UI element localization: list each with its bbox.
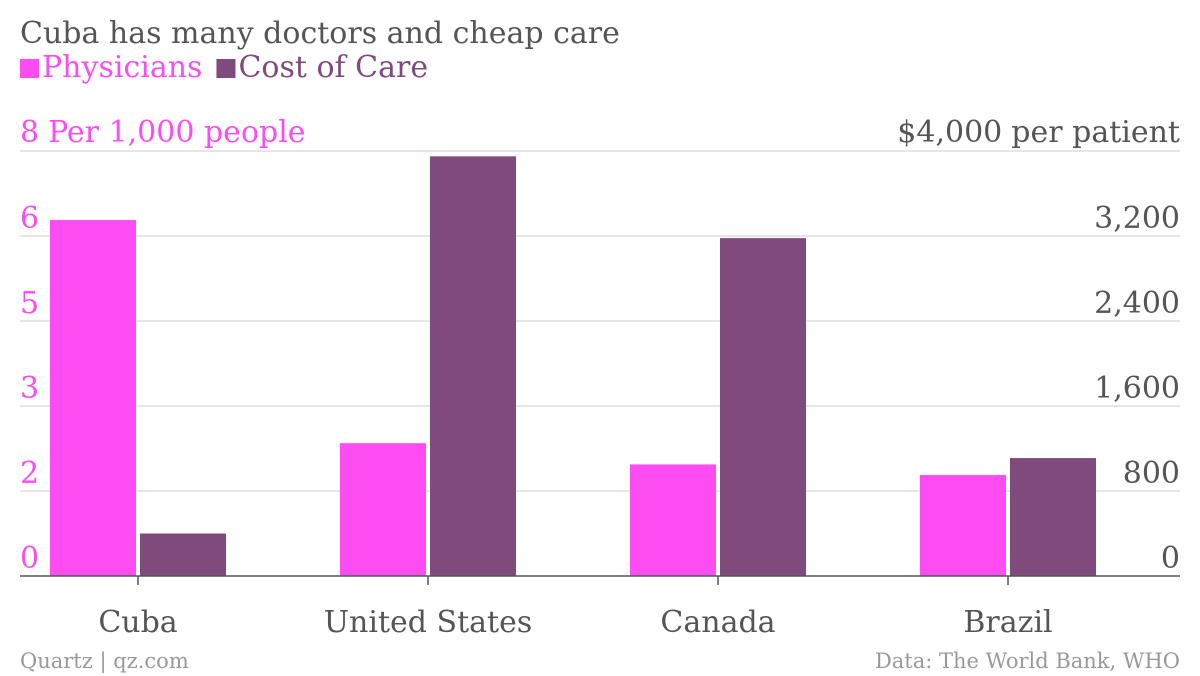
right-tick-label: $4,000: [897, 115, 1002, 150]
bar-cost-of-care: [1010, 458, 1096, 576]
right-tick-label: 1,600: [1094, 371, 1180, 406]
legend-label-1: Cost of Care: [238, 50, 428, 85]
chart-title: Cuba has many doctors and cheap care: [20, 16, 620, 51]
category-label: Cuba: [98, 605, 177, 640]
legend-swatch-0: [20, 59, 39, 78]
left-tick-label: 3: [20, 371, 39, 406]
right-tick-label: 2,400: [1094, 286, 1180, 321]
left-axis: 0 2 3 5 6 8 Per 1,000 people: [20, 115, 306, 576]
right-tick-label: 3,200: [1094, 201, 1180, 236]
legend: Physicians Cost of Care: [20, 50, 428, 85]
category-label: Canada: [660, 605, 775, 640]
legend-label-0: Physicians: [42, 50, 202, 85]
left-tick-label: 8: [20, 115, 39, 150]
right-tick-label: 800: [1123, 456, 1180, 491]
right-axis: per patient 0 800 1,600 2,400 3,200 $4,000: [897, 115, 1180, 576]
left-tick-label: 2: [20, 456, 39, 491]
category-label: United States: [324, 605, 532, 640]
bar-physicians: [340, 443, 426, 576]
gridlines: [20, 150, 1180, 492]
bar-cost-of-care: [140, 533, 226, 576]
bar-physicians: [50, 220, 136, 576]
right-axis-unit: per patient: [1011, 115, 1180, 150]
left-axis-unit: Per 1,000 people: [48, 115, 305, 150]
bars: [50, 156, 1096, 576]
source-credit: Quartz | qz.com: [20, 649, 189, 674]
left-tick-label: 5: [20, 286, 39, 321]
legend-swatch-1: [216, 59, 236, 78]
bar-cost-of-care: [720, 238, 806, 576]
category-label: Brazil: [963, 605, 1052, 640]
left-tick-label: 6: [20, 201, 39, 236]
right-tick-label: 0: [1161, 541, 1180, 576]
bar-physicians: [920, 475, 1006, 576]
category-axis: Cuba United States Canada Brazil: [98, 576, 1053, 640]
bar-cost-of-care: [430, 156, 516, 576]
bar-physicians: [630, 464, 716, 576]
data-source: Data: The World Bank, WHO: [875, 649, 1180, 673]
left-tick-label: 0: [20, 541, 39, 576]
